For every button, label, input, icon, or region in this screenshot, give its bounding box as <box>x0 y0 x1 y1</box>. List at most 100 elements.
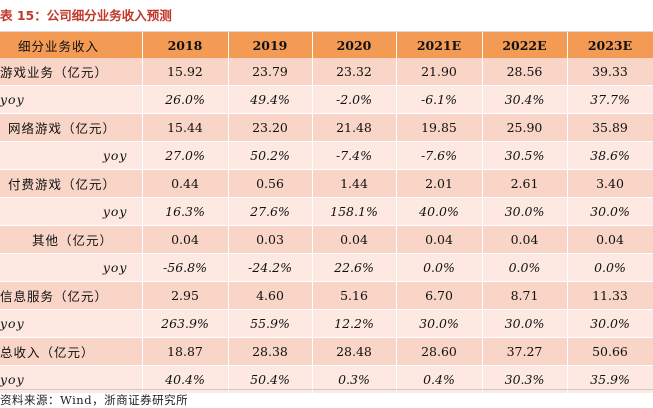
table-cell: 0.04 <box>142 225 229 254</box>
table-cell: 3.40 <box>567 169 653 198</box>
table-row: 付费游戏（亿元） 0.44 0.56 1.44 2.01 2.61 3.40 <box>0 169 653 198</box>
header-year: 2020 <box>312 32 397 58</box>
table-cell: 49.4% <box>228 85 313 114</box>
source-note: 资料来源：Wind，浙商证券研究所 <box>0 393 189 407</box>
table-cell: 0.0% <box>482 253 568 282</box>
table-cell: 12.2% <box>312 309 397 338</box>
table-cell: 30.0% <box>482 309 568 338</box>
table-row: yoy -56.8% -24.2% 22.6% 0.0% 0.0% 0.0% <box>0 253 653 282</box>
table-cell: 15.92 <box>142 58 229 86</box>
row-label: 其他（亿元） <box>0 225 143 254</box>
table-cell: 26.0% <box>142 85 229 114</box>
table-cell: 27.6% <box>228 197 313 226</box>
table-cell: 4.60 <box>228 281 313 310</box>
table-cell: 23.20 <box>228 113 313 142</box>
table-cell: 28.38 <box>228 337 313 366</box>
table-cell: 0.04 <box>567 225 653 254</box>
row-label: 总收入（亿元） <box>0 337 143 366</box>
table-cell: 6.70 <box>396 281 483 310</box>
table-cell: 0.44 <box>142 169 229 198</box>
table-cell: 158.1% <box>312 197 397 226</box>
table-cell: 28.60 <box>396 337 483 366</box>
table-cell: 38.6% <box>567 141 653 170</box>
table-cell: 2.01 <box>396 169 483 198</box>
table-row: 游戏业务（亿元） 15.92 23.79 23.32 21.90 28.56 39.33 <box>0 58 653 86</box>
table-cell: 50.2% <box>228 141 313 170</box>
table-row: yoy 26.0% 49.4% -2.0% -6.1% 30.4% 37.7% <box>0 85 653 114</box>
row-label: 网络游戏（亿元） <box>0 113 143 142</box>
table-row: yoy 263.9% 55.9% 12.2% 30.0% 30.0% 30.0% <box>0 309 653 338</box>
table-row: 信息服务（亿元） 2.95 4.60 5.16 6.70 8.71 11.33 <box>0 281 653 310</box>
table-cell: 28.48 <box>312 337 397 366</box>
header-year: 2018 <box>142 32 229 58</box>
header-year: 2023E <box>567 32 653 58</box>
row-label-yoy: yoy <box>0 253 143 282</box>
table-row: 网络游戏（亿元） 15.44 23.20 21.48 19.85 25.90 35.89 <box>0 113 653 142</box>
table-cell: 39.33 <box>567 58 653 86</box>
table-cell: 0.04 <box>396 225 483 254</box>
table-cell: -6.1% <box>396 85 483 114</box>
table-cell: 35.89 <box>567 113 653 142</box>
revenue-forecast-table: 细分业务收入 2018 2019 2020 2021E 2022E 2023E … <box>0 32 653 394</box>
table-cell: 0.04 <box>312 225 397 254</box>
table-cell: 40.0% <box>396 197 483 226</box>
table-cell: 37.27 <box>482 337 568 366</box>
header-year: 2019 <box>228 32 313 58</box>
header-year: 2022E <box>482 32 568 58</box>
table-cell: 25.90 <box>482 113 568 142</box>
table-cell: 21.90 <box>396 58 483 86</box>
row-label-yoy: yoy <box>0 365 143 394</box>
table-row: yoy 16.3% 27.6% 158.1% 40.0% 30.0% 30.0% <box>0 197 653 226</box>
table-cell: 0.04 <box>482 225 568 254</box>
table-cell: 0.56 <box>228 169 313 198</box>
table-title: 表 15：公司细分业务收入预测 <box>0 8 172 23</box>
row-label: 信息服务（亿元） <box>0 281 143 310</box>
row-label-yoy: yoy <box>0 309 143 338</box>
top-divider <box>0 31 653 32</box>
table-cell: 30.0% <box>482 197 568 226</box>
table-cell: 19.85 <box>396 113 483 142</box>
table-cell: 30.0% <box>396 309 483 338</box>
table-cell: 16.3% <box>142 197 229 226</box>
table-cell: -24.2% <box>228 253 313 282</box>
table-cell: 30.0% <box>567 309 653 338</box>
table-cell: 0.0% <box>567 253 653 282</box>
table-cell: -7.6% <box>396 141 483 170</box>
table-cell: 11.33 <box>567 281 653 310</box>
table-cell: -56.8% <box>142 253 229 282</box>
table-cell: 30.4% <box>482 85 568 114</box>
table-cell: -2.0% <box>312 85 397 114</box>
table-cell: 30.5% <box>482 141 568 170</box>
table-cell: 21.48 <box>312 113 397 142</box>
table-cell: -7.4% <box>312 141 397 170</box>
table-cell: 0.3% <box>312 365 397 394</box>
table-cell: 22.6% <box>312 253 397 282</box>
table-row: yoy 40.4% 50.4% 0.3% 0.4% 30.3% 35.9% <box>0 365 653 394</box>
row-label: 游戏业务（亿元） <box>0 58 143 86</box>
header-year: 2021E <box>396 32 483 58</box>
table-cell: 2.95 <box>142 281 229 310</box>
table-cell: 50.66 <box>567 337 653 366</box>
table-cell: 23.32 <box>312 58 397 86</box>
table-row: yoy 27.0% 50.2% -7.4% -7.6% 30.5% 38.6% <box>0 141 653 170</box>
table-body: 游戏业务（亿元） 15.92 23.79 23.32 21.90 28.56 39.33 yo… <box>0 58 653 394</box>
table-cell: 18.87 <box>142 337 229 366</box>
table-cell: 23.79 <box>228 58 313 86</box>
table-cell: 37.7% <box>567 85 653 114</box>
row-label-yoy: yoy <box>0 197 143 226</box>
table-cell: 15.44 <box>142 113 229 142</box>
table-row: 总收入（亿元） 18.87 28.38 28.48 28.60 37.27 50.66 <box>0 337 653 366</box>
table-cell: 0.0% <box>396 253 483 282</box>
row-label-yoy: yoy <box>0 85 143 114</box>
header-label: 细分业务收入 <box>0 32 143 58</box>
table-cell: 263.9% <box>142 309 229 338</box>
bottom-divider <box>0 389 653 390</box>
table-cell: 8.71 <box>482 281 568 310</box>
table-cell: 1.44 <box>312 169 397 198</box>
table-row: 其他（亿元） 0.04 0.03 0.04 0.04 0.04 0.04 <box>0 225 653 254</box>
table-cell: 27.0% <box>142 141 229 170</box>
table-cell: 2.61 <box>482 169 568 198</box>
table-cell: 5.16 <box>312 281 397 310</box>
row-label: 付费游戏（亿元） <box>0 169 143 198</box>
row-label-yoy: yoy <box>0 141 143 170</box>
